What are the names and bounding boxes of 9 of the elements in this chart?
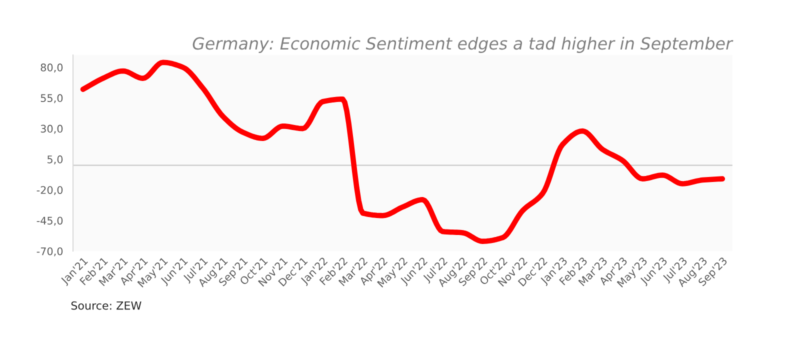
y-tick-label: -20,0 [36, 186, 63, 196]
y-tick-label: 5,0 [48, 155, 63, 164]
chart-title: Germany: Economic Sentiment edges a tad higher in September [192, 36, 734, 53]
y-tick-label: 55,0 [40, 94, 63, 104]
y-tick-label: 30,0 [40, 124, 63, 134]
y-tick-label: 80,0 [40, 64, 63, 72]
y-tick-label: -45,0 [36, 216, 63, 226]
source-note: Source: ZEW [71, 301, 142, 310]
y-tick-label: -70,0 [36, 247, 63, 256]
